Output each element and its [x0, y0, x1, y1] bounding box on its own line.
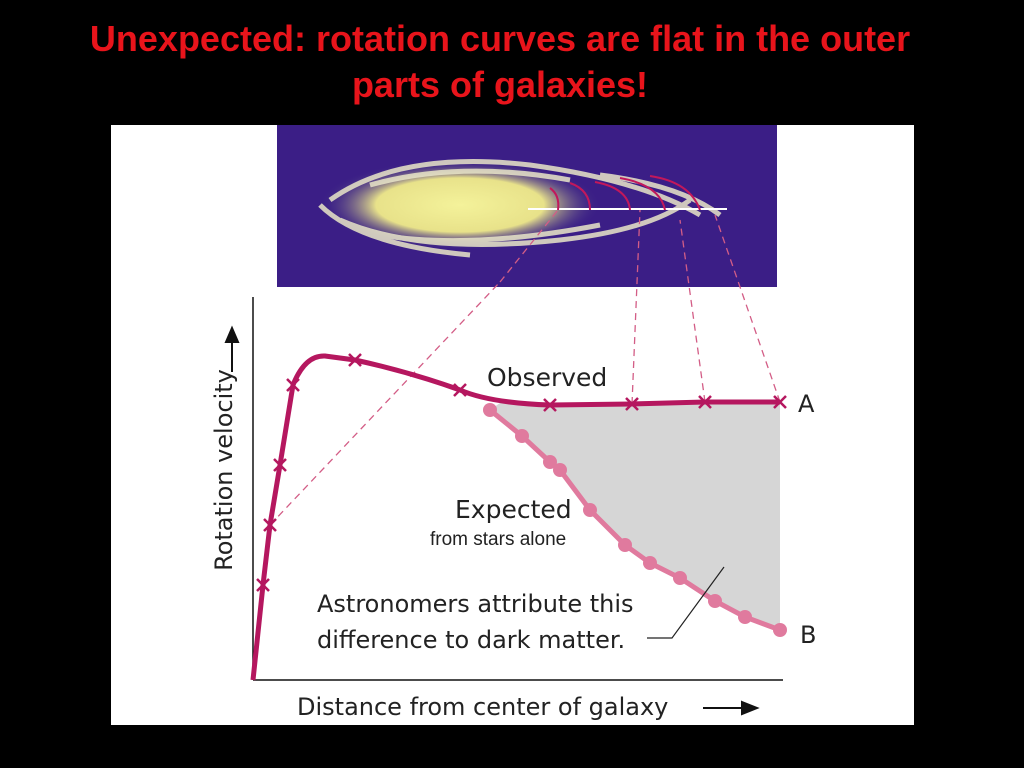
- guide-lines: [269, 209, 781, 526]
- point-label-b: B: [800, 621, 816, 649]
- galaxy-image: [277, 125, 777, 287]
- annotation-line: Astronomers attribute this: [317, 590, 634, 618]
- axes: [252, 297, 783, 681]
- annotation-pointer: [647, 566, 725, 639]
- slide-title: Unexpected: rotation curves are flat in …: [89, 18, 911, 105]
- expected-note: from stars alone: [430, 529, 566, 550]
- observed-points: [256, 353, 787, 592]
- x-axis-arrow: [703, 700, 760, 716]
- point-label-a: A: [798, 390, 815, 418]
- dark-matter-region: [490, 402, 780, 630]
- y-axis-arrow: [224, 325, 240, 372]
- annotation-line: difference to dark matter.: [317, 626, 625, 654]
- x-axis-label: Distance from center of galaxy: [297, 693, 668, 721]
- expected-label: Expected: [455, 495, 572, 524]
- observed-label: Observed: [487, 363, 607, 392]
- expected-points: [483, 403, 787, 637]
- observed-curve: [250, 353, 780, 681]
- y-axis-label: Rotation velocity: [210, 369, 238, 571]
